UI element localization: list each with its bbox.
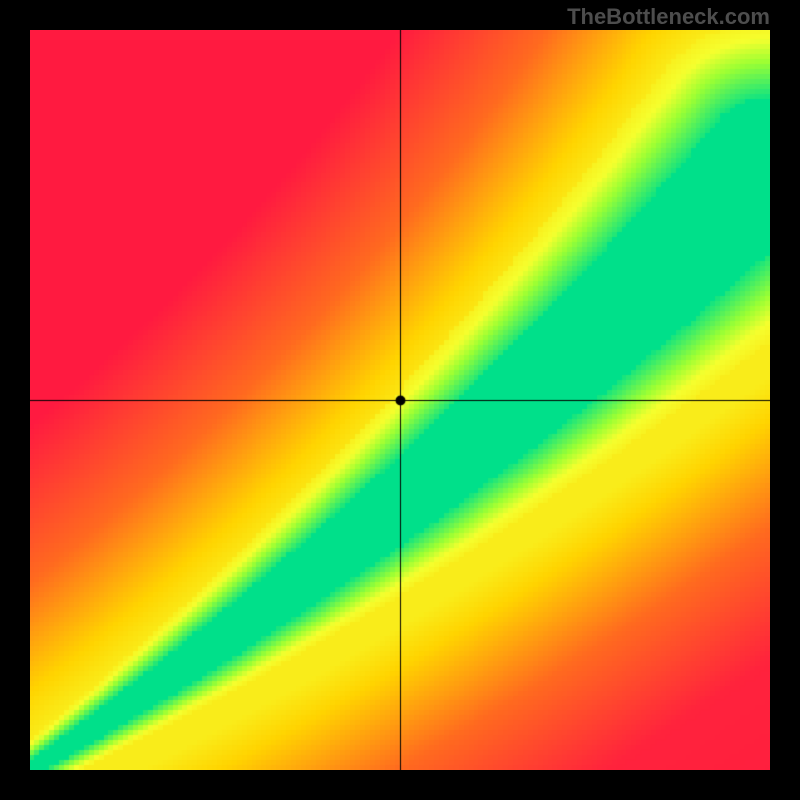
- chart-container: TheBottleneck.com: [0, 0, 800, 800]
- bottleneck-heatmap: [30, 30, 770, 770]
- watermark-text: TheBottleneck.com: [567, 4, 770, 30]
